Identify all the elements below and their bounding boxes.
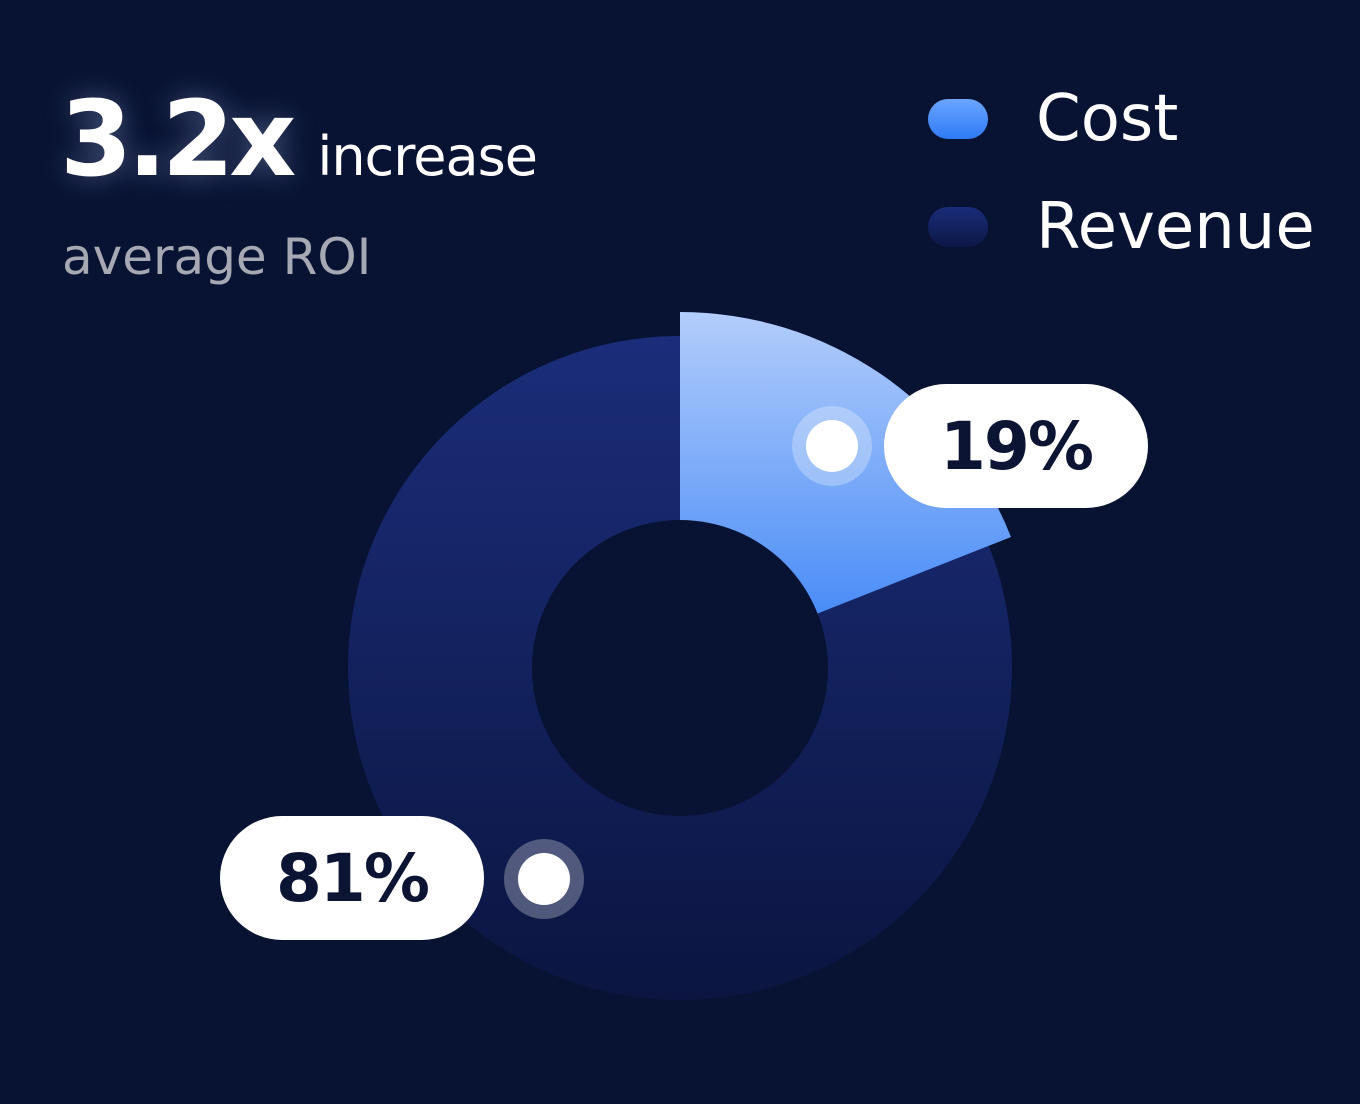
roi-suffix: increase (317, 125, 538, 188)
marker-dot-cost (806, 420, 858, 472)
legend-item-revenue: Revenue (928, 188, 1315, 266)
legend-swatch-revenue (928, 207, 988, 247)
legend-swatch-cost (928, 99, 988, 139)
legend-label-cost: Cost (1036, 82, 1179, 156)
marker-dot-revenue (518, 853, 570, 905)
data-label-cost: 19% (940, 408, 1093, 485)
roi-value: 3.2x (60, 78, 296, 200)
headline: 3.2x increase (60, 78, 538, 200)
data-label-revenue: 81% (276, 840, 429, 917)
roi-subtitle: average ROI (62, 228, 372, 286)
label-pill-cost (884, 384, 1148, 508)
label-pill-revenue (220, 816, 484, 940)
legend-label-revenue: Revenue (1036, 190, 1315, 264)
legend-item-cost: Cost (928, 80, 1315, 158)
donut-hole (532, 520, 828, 816)
chart-legend: Cost Revenue (928, 80, 1315, 296)
